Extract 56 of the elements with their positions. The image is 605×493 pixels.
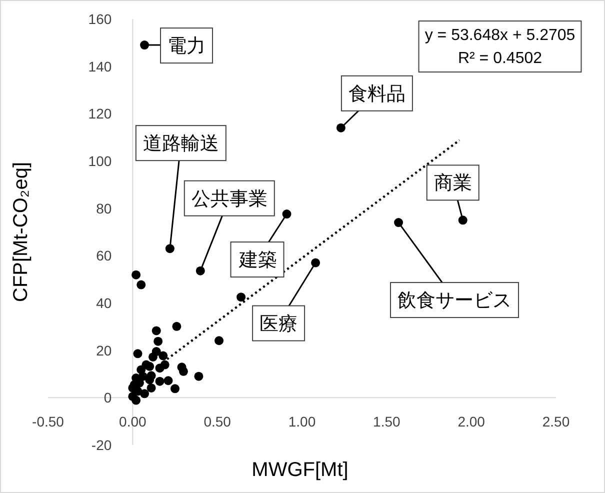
point	[336, 123, 346, 132]
x-tick-label: 0.50	[204, 414, 232, 430]
point	[133, 349, 142, 358]
annotation: 食料品	[348, 84, 406, 105]
y-tick-label: 140	[88, 58, 112, 74]
point	[311, 258, 320, 268]
point	[214, 336, 224, 346]
point	[196, 266, 205, 276]
x-axis-title: MWGF[Mt]	[252, 459, 348, 481]
y-tick-label: 160	[88, 11, 112, 27]
point	[152, 326, 161, 336]
y-tick-label: -20	[91, 437, 112, 453]
annotation: R² = 0.4502	[458, 50, 542, 67]
point	[165, 244, 174, 254]
point	[140, 40, 150, 50]
point	[148, 352, 158, 362]
x-tick-label: 1.50	[373, 414, 401, 430]
annotation: 道路輸送	[142, 134, 219, 155]
annotation: 電力	[168, 36, 206, 58]
point	[172, 322, 182, 331]
y-axis-title: CFP[Mt-CO₂eq]	[10, 162, 32, 302]
point	[170, 384, 180, 394]
x-tick-label: -0.50	[32, 414, 64, 430]
x-tick-label: 0.00	[119, 414, 147, 430]
point	[154, 336, 163, 346]
y-tick-label: 0	[104, 390, 112, 406]
annotation: 建築	[238, 250, 277, 272]
point	[178, 366, 188, 376]
point	[146, 383, 156, 392]
point	[132, 396, 141, 405]
x-tick-label: 1.00	[288, 414, 316, 430]
annotation: 公共事業	[191, 188, 268, 210]
point	[194, 372, 204, 381]
point	[164, 376, 173, 386]
point	[458, 216, 468, 225]
y-tick-label: 40	[96, 295, 112, 311]
y-tick-label: 120	[88, 106, 112, 122]
annotation: 飲食サービス	[398, 290, 512, 312]
point	[145, 362, 154, 371]
annotation: 商業	[434, 172, 472, 194]
point	[136, 280, 146, 290]
point	[282, 210, 292, 219]
x-tick-label: 2.00	[458, 414, 486, 430]
annotation: 医療	[260, 312, 298, 335]
point	[394, 218, 404, 228]
y-tick-label: 20	[96, 342, 112, 358]
y-tick-label: 80	[96, 200, 112, 216]
y-tick-label: 100	[88, 153, 112, 169]
point	[155, 364, 164, 373]
point	[236, 292, 246, 302]
point	[158, 351, 168, 360]
point	[132, 270, 141, 280]
annotation: y = 53.648x + 5.2705	[424, 27, 576, 44]
y-tick-label: 60	[96, 248, 112, 264]
point	[155, 376, 164, 386]
x-tick-label: 2.50	[542, 414, 570, 430]
